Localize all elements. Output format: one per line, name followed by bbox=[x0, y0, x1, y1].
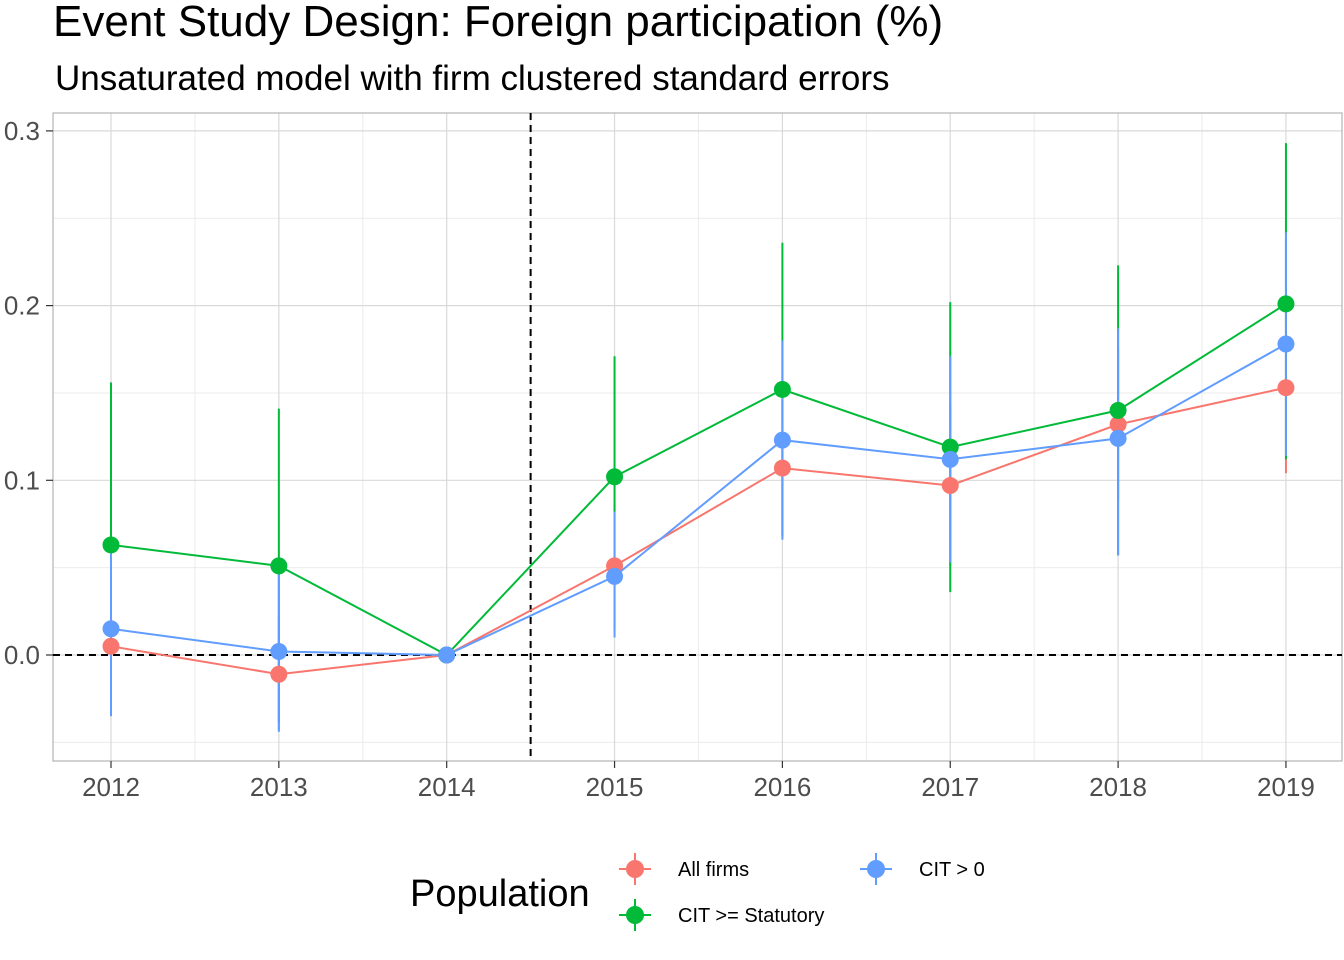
data-point bbox=[773, 459, 791, 477]
x-tick-label: 2016 bbox=[753, 772, 811, 802]
legend: Population All firms CIT >= Statutory CIT … bbox=[410, 853, 985, 931]
x-tick-label: 2017 bbox=[921, 772, 979, 802]
legend-item: CIT >= Statutory bbox=[619, 899, 824, 931]
y-tick-label: 0.2 bbox=[4, 291, 40, 321]
legend-key-point bbox=[867, 860, 885, 878]
legend-item: CIT > 0 bbox=[860, 853, 985, 885]
gridlines bbox=[53, 113, 1342, 761]
y-tick-label: 0.0 bbox=[4, 640, 40, 670]
reference-lines bbox=[53, 113, 1342, 761]
data-point bbox=[773, 380, 791, 398]
legend-title: Population bbox=[410, 873, 590, 915]
data-point bbox=[270, 557, 288, 575]
chart-subtitle: Unsaturated model with firm clustered st… bbox=[55, 59, 890, 98]
axes: 2012 2013 2014 2015 2016 2017 2018 2019 0.0 0.1 0.… bbox=[4, 116, 1315, 802]
data-point bbox=[1109, 415, 1127, 433]
series-line bbox=[110, 303, 1287, 657]
series-lines bbox=[110, 303, 1287, 676]
x-tick-label: 2018 bbox=[1089, 772, 1147, 802]
x-tick-label: 2015 bbox=[586, 772, 644, 802]
x-tick-label: 2012 bbox=[82, 772, 140, 802]
data-point bbox=[1109, 429, 1127, 447]
legend-label: All firms bbox=[678, 859, 749, 881]
chart-title: Event Study Design: Foreign participatio… bbox=[53, 0, 943, 46]
data-point bbox=[606, 567, 624, 585]
data-point bbox=[1109, 401, 1127, 419]
legend-key-point bbox=[626, 906, 644, 924]
legend-key-point bbox=[626, 860, 644, 878]
plot-panel-border bbox=[52, 112, 1343, 762]
legend-label: CIT > 0 bbox=[919, 859, 985, 881]
data-point bbox=[270, 643, 288, 661]
data-point bbox=[773, 431, 791, 449]
data-point bbox=[941, 438, 959, 456]
x-tick-label: 2013 bbox=[250, 772, 308, 802]
legend-label: CIT >= Statutory bbox=[678, 905, 824, 927]
data-point bbox=[941, 477, 959, 495]
data-point bbox=[102, 620, 120, 638]
legend-item: All firms bbox=[619, 853, 749, 885]
data-point bbox=[270, 665, 288, 683]
x-tick-label: 2019 bbox=[1257, 772, 1315, 802]
data-point bbox=[1277, 335, 1295, 353]
data-point bbox=[102, 637, 120, 655]
x-tick-label: 2014 bbox=[418, 772, 476, 802]
y-tick-label: 0.1 bbox=[4, 465, 40, 495]
data-point bbox=[1277, 295, 1295, 313]
data-point bbox=[941, 450, 959, 468]
data-point bbox=[606, 468, 624, 486]
data-point bbox=[102, 536, 120, 554]
data-point bbox=[438, 646, 456, 664]
series-line bbox=[110, 386, 1287, 676]
data-point bbox=[1277, 379, 1295, 397]
series-points bbox=[102, 295, 1295, 683]
series-line bbox=[110, 343, 1287, 657]
y-tick-label: 0.3 bbox=[4, 116, 40, 146]
